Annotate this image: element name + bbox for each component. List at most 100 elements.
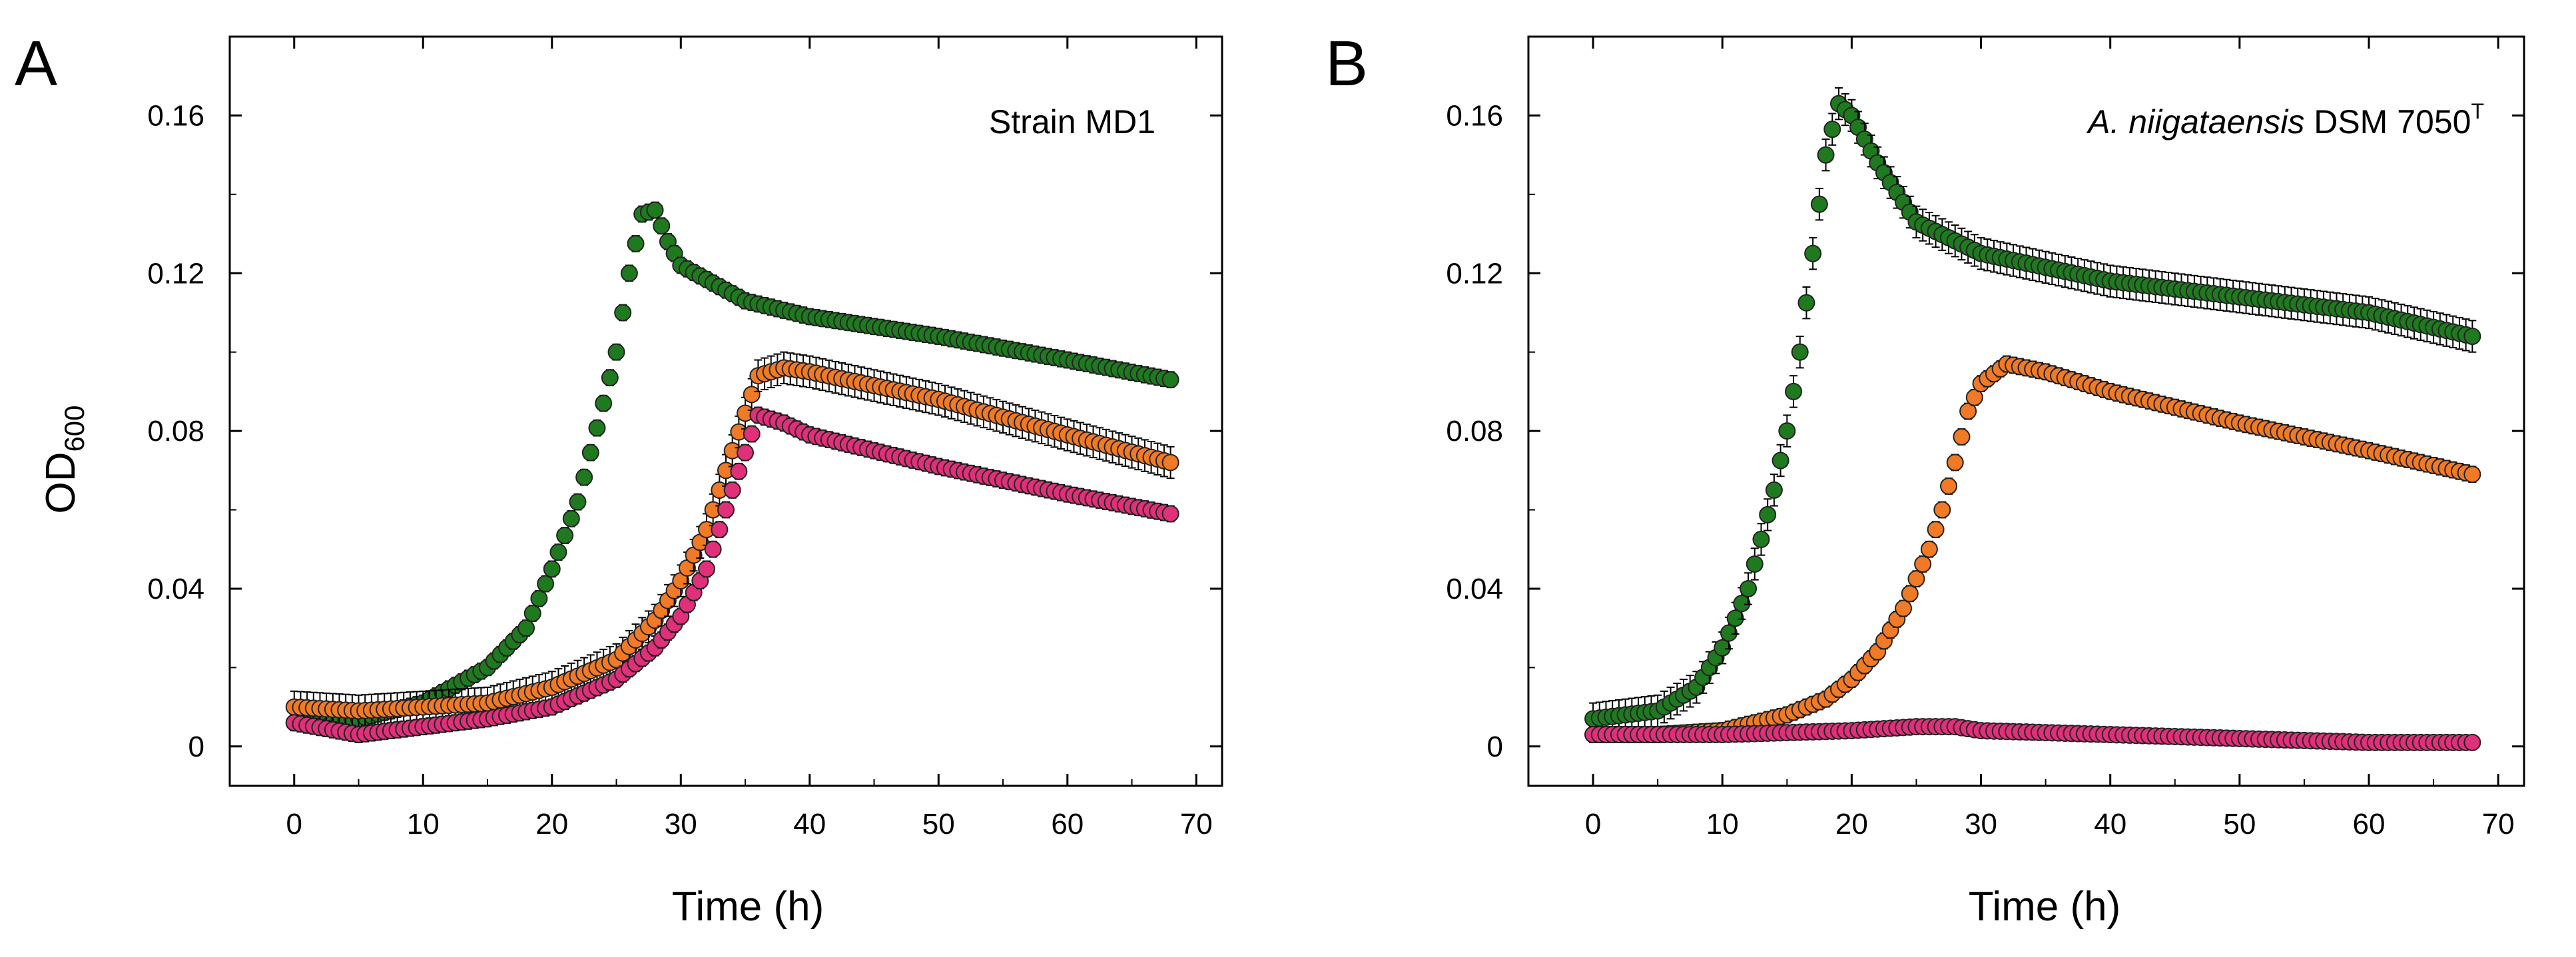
- series-green: [1584, 87, 2481, 736]
- data-point: [1740, 579, 1758, 597]
- x-tick-label: 0: [286, 808, 302, 840]
- x-tick-label: 0: [1585, 808, 1601, 840]
- data-point: [1752, 530, 1770, 548]
- data-point: [653, 217, 671, 235]
- data-point: [1161, 505, 1179, 523]
- series-orange: [1584, 355, 2481, 744]
- y-tick-label: 0: [188, 731, 204, 763]
- y-tick-label: 0.08: [147, 415, 204, 448]
- data-point: [1726, 609, 1744, 627]
- data-point: [1714, 639, 1732, 657]
- data-point: [2463, 328, 2481, 345]
- data-point: [562, 509, 580, 527]
- data-point: [1933, 501, 1951, 519]
- data-point: [1746, 555, 1764, 573]
- data-point: [711, 521, 729, 539]
- data-point: [743, 425, 761, 443]
- y-axis-title: OD600: [38, 405, 90, 513]
- data-point: [1720, 624, 1738, 642]
- y-tick-label: 0: [1487, 731, 1503, 763]
- y-axis-title-subscript: 600: [59, 405, 90, 452]
- data-point: [1927, 521, 1945, 539]
- annotation-b-superscript: T: [2471, 99, 2484, 123]
- plot-frame: [228, 35, 1223, 787]
- series-pink: [1584, 718, 2481, 751]
- data-point: [627, 234, 645, 252]
- series-pink: [285, 406, 1179, 744]
- x-tick-label: 40: [793, 808, 826, 840]
- y-tick-label: 0.04: [1446, 573, 1503, 605]
- x-tick-label: 20: [535, 808, 568, 840]
- annotation-b-strain: DSM 7050: [2304, 103, 2471, 141]
- data-point: [730, 462, 748, 480]
- y-tick-label: 0.08: [1446, 415, 1503, 448]
- x-tick-label: 40: [2094, 808, 2126, 840]
- panel-label-b: B: [1325, 28, 1368, 99]
- data-point: [1797, 294, 1815, 312]
- data-point: [1817, 146, 1835, 164]
- plot-frame: [1527, 35, 2525, 787]
- data-point: [2463, 466, 2481, 483]
- series-orange: [285, 351, 1179, 728]
- data-point: [575, 468, 593, 486]
- data-point: [1914, 555, 1932, 573]
- data-point: [1785, 382, 1803, 400]
- data-point: [1940, 478, 1958, 495]
- data-point: [523, 604, 541, 622]
- x-tick-label: 50: [922, 808, 955, 840]
- data-point: [620, 264, 638, 282]
- data-point: [537, 575, 555, 593]
- data-point: [556, 527, 574, 545]
- data-point: [581, 444, 599, 462]
- data-point: [1895, 599, 1913, 617]
- annotation-a: Strain MD1: [989, 103, 1155, 141]
- data-point: [723, 481, 741, 499]
- data-point: [1161, 454, 1179, 472]
- y-tick-label: 0.04: [147, 573, 204, 605]
- y-axis-title-main: OD: [38, 452, 84, 514]
- data-point: [697, 560, 715, 578]
- data-point: [1965, 388, 1983, 406]
- data-point: [2463, 733, 2481, 751]
- data-point: [743, 386, 761, 404]
- data-point: [517, 619, 535, 637]
- data-point: [1771, 452, 1789, 470]
- x-axis-title-b: Time (h): [1969, 884, 2120, 930]
- x-tick-label: 10: [407, 808, 440, 840]
- x-tick-label: 30: [665, 808, 697, 840]
- y-tick-label: 0.12: [147, 257, 204, 290]
- data-point: [601, 369, 619, 387]
- data-point: [1920, 540, 1938, 558]
- annotation-b: A. niigataensis DSM 7050T: [2086, 99, 2484, 141]
- data-point: [569, 493, 587, 511]
- data-point: [1804, 244, 1822, 262]
- data-point: [549, 543, 567, 561]
- plot-panel-a: 0 0.04 0.08 0.12 0.16 0 10 20 30 40 50 60 70: [147, 35, 1223, 840]
- data-point: [1907, 570, 1925, 588]
- data-point: [530, 589, 548, 607]
- plot-panel-b: 0 0.04 0.08 0.12 0.16 0 10 20 30 40 50 60 70: [1446, 35, 2525, 840]
- data-point: [646, 201, 664, 219]
- x-axis-title-a: Time (h): [672, 884, 824, 930]
- x-tick-label: 10: [1706, 808, 1739, 840]
- data-point: [1901, 585, 1919, 603]
- data-point: [1733, 595, 1751, 613]
- data-point: [595, 394, 613, 412]
- y-tick-label: 0.16: [147, 99, 204, 132]
- data-point: [614, 304, 632, 322]
- data-point: [737, 444, 755, 462]
- data-point: [704, 540, 722, 558]
- x-tick-label: 30: [1965, 808, 1997, 840]
- data-point: [1778, 422, 1796, 440]
- data-point: [607, 343, 625, 361]
- data-point: [1953, 428, 1971, 446]
- data-point: [588, 419, 606, 437]
- y-tick-label: 0.12: [1446, 257, 1503, 290]
- y-tick-label: 0.16: [1446, 99, 1503, 132]
- x-tick-label: 70: [2482, 808, 2515, 840]
- data-point: [1765, 481, 1783, 499]
- x-tick-label: 60: [2353, 808, 2386, 840]
- panel-label-a: A: [15, 28, 57, 99]
- data-point: [1161, 371, 1179, 389]
